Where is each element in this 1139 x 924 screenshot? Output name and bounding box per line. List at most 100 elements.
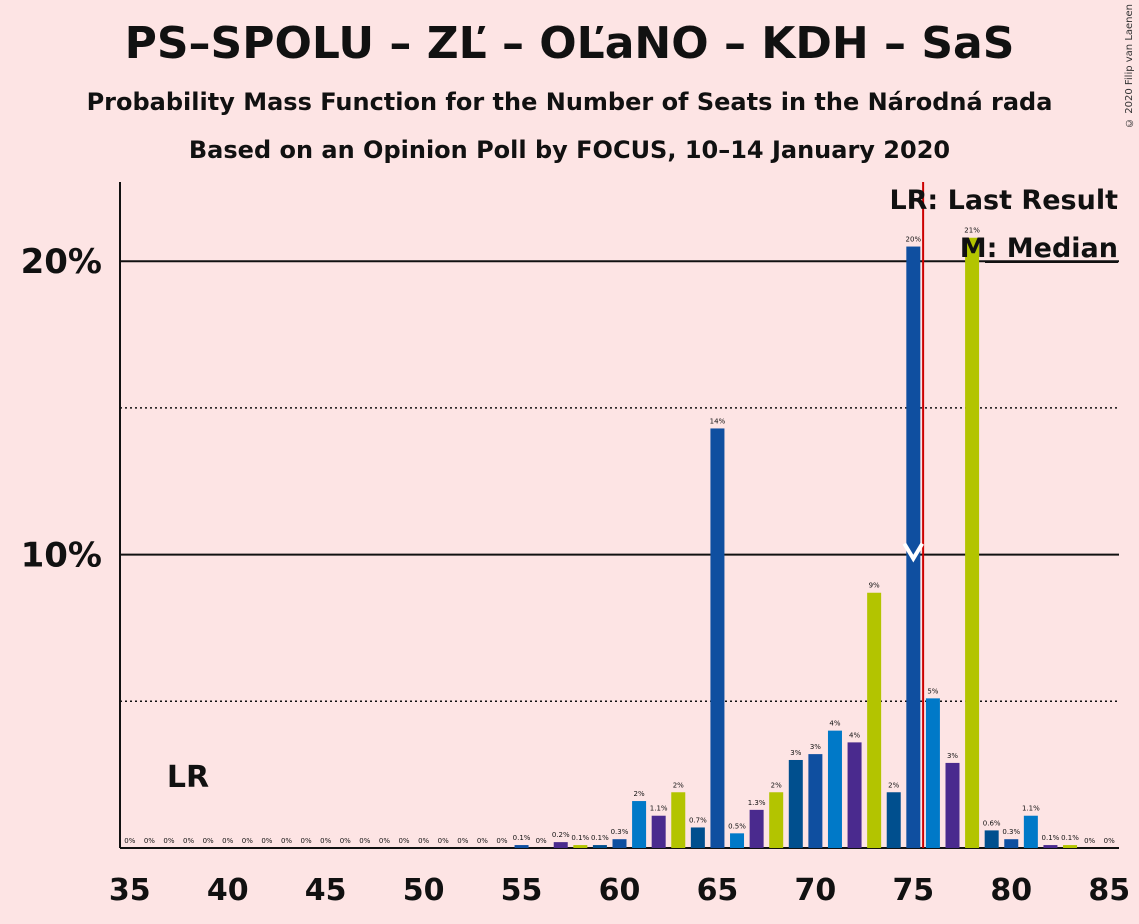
bar-label-65: 14% xyxy=(710,417,726,425)
bar-71 xyxy=(827,730,842,848)
x-tick-label: 55 xyxy=(501,873,543,908)
bar-67 xyxy=(749,809,764,848)
bar-label-55: 0.1% xyxy=(513,834,531,842)
bar-label-62: 1.1% xyxy=(650,805,668,813)
bar-label-74: 2% xyxy=(888,781,899,789)
bar-label-58: 0.1% xyxy=(571,834,589,842)
bar-64 xyxy=(690,827,705,848)
median-marker xyxy=(902,542,925,563)
bar-label-56: 0% xyxy=(536,837,547,845)
bar-label-50: 0% xyxy=(418,837,429,845)
bar-label-60: 0.3% xyxy=(611,828,629,836)
bar-57 xyxy=(553,842,568,848)
bar-label-82: 0.1% xyxy=(1042,834,1060,842)
bar-label-80: 0.3% xyxy=(1002,828,1020,836)
bar-63 xyxy=(671,792,686,848)
bar-66 xyxy=(730,833,745,848)
bar-75 xyxy=(906,246,921,848)
bar-label-81: 1.1% xyxy=(1022,805,1040,813)
bar-label-61: 2% xyxy=(634,790,645,798)
bar-label-54: 0% xyxy=(496,837,507,845)
bar-81 xyxy=(1023,815,1038,848)
chart-subtitle: Probability Mass Function for the Number… xyxy=(86,88,1053,116)
bar-label-66: 0.5% xyxy=(728,822,746,830)
bar-70 xyxy=(808,754,823,848)
bar-55 xyxy=(514,845,529,848)
bar-label-41: 0% xyxy=(242,837,253,845)
bar-78 xyxy=(965,237,980,848)
x-tick-label: 60 xyxy=(599,873,641,908)
bar-59 xyxy=(592,845,607,848)
bar-label-53: 0% xyxy=(477,837,488,845)
bar-label-43: 0% xyxy=(281,837,292,845)
bar-label-40: 0% xyxy=(222,837,233,845)
x-tick-label: 35 xyxy=(109,873,151,908)
x-tick-label: 70 xyxy=(795,873,837,908)
chart-title: PS–SPOLU – ZĽ – OĽaNO – KDH – SaS xyxy=(124,18,1015,69)
bar-83 xyxy=(1063,845,1078,848)
bar-74 xyxy=(886,792,901,848)
x-tick-label: 40 xyxy=(207,873,249,908)
bar-68 xyxy=(769,792,784,848)
bar-label-85: 0% xyxy=(1104,837,1115,845)
bar-label-45: 0% xyxy=(320,837,331,845)
bar-label-35: 0% xyxy=(124,837,135,845)
bar-label-67: 1.3% xyxy=(748,799,766,807)
bar-label-46: 0% xyxy=(340,837,351,845)
lr-axis-label: LR xyxy=(167,760,209,795)
bar-76 xyxy=(925,698,940,848)
x-tick-label: 80 xyxy=(990,873,1032,908)
x-tick-label: 50 xyxy=(403,873,445,908)
bar-label-70: 3% xyxy=(810,743,821,751)
bar-label-63: 2% xyxy=(673,781,684,789)
bar-label-69: 3% xyxy=(790,749,801,757)
legend-last-result: LR: Last Result xyxy=(889,185,1118,216)
bar-label-38: 0% xyxy=(183,837,194,845)
x-tick-label: 65 xyxy=(697,873,739,908)
bar-label-73: 9% xyxy=(869,582,880,590)
bar-label-48: 0% xyxy=(379,837,390,845)
bar-73 xyxy=(867,592,882,848)
y-tick-label: 10% xyxy=(21,536,102,576)
bar-label-49: 0% xyxy=(398,837,409,845)
bar-label-78: 21% xyxy=(964,227,980,235)
bar-label-84: 0% xyxy=(1084,837,1095,845)
bar-label-47: 0% xyxy=(359,837,370,845)
bar-65 xyxy=(710,428,725,848)
bar-label-77: 3% xyxy=(947,752,958,760)
bar-label-42: 0% xyxy=(261,837,272,845)
bar-label-52: 0% xyxy=(457,837,468,845)
legend-median: M: Median xyxy=(960,233,1118,264)
bar-label-75: 20% xyxy=(906,236,922,244)
bar-58 xyxy=(573,845,588,848)
chart-source-line: Based on an Opinion Poll by FOCUS, 10–14… xyxy=(188,136,951,164)
bar-label-57: 0.2% xyxy=(552,831,570,839)
x-tick-label: 45 xyxy=(305,873,347,908)
bar-label-51: 0% xyxy=(438,837,449,845)
bar-label-71: 4% xyxy=(829,720,840,728)
bar-label-72: 4% xyxy=(849,731,860,739)
x-tick-label: 75 xyxy=(892,873,934,908)
bar-61 xyxy=(632,801,647,848)
bar-60 xyxy=(612,839,627,848)
bar-62 xyxy=(651,815,666,848)
bar-label-79: 0.6% xyxy=(983,819,1001,827)
bar-label-44: 0% xyxy=(301,837,312,845)
x-tick-label: 85 xyxy=(1088,873,1130,908)
bar-77 xyxy=(945,762,960,848)
bar-80 xyxy=(1004,839,1019,848)
bar-label-39: 0% xyxy=(203,837,214,845)
bar-79 xyxy=(984,830,999,848)
bar-label-68: 2% xyxy=(771,781,782,789)
bar-label-36: 0% xyxy=(144,837,155,845)
bar-69 xyxy=(788,759,803,848)
bar-label-59: 0.1% xyxy=(591,834,609,842)
bar-72 xyxy=(847,742,862,848)
y-tick-label: 20% xyxy=(21,242,102,282)
bar-82 xyxy=(1043,845,1058,848)
bar-label-64: 0.7% xyxy=(689,816,707,824)
bar-label-37: 0% xyxy=(163,837,174,845)
bar-label-83: 0.1% xyxy=(1061,834,1079,842)
bar-label-76: 5% xyxy=(927,687,938,695)
